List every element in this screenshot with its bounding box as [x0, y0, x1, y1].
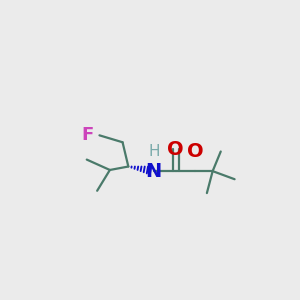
Text: O: O [187, 142, 204, 161]
Text: N: N [146, 162, 162, 181]
Text: H: H [148, 144, 160, 159]
Text: O: O [167, 140, 184, 159]
Text: F: F [81, 126, 94, 144]
